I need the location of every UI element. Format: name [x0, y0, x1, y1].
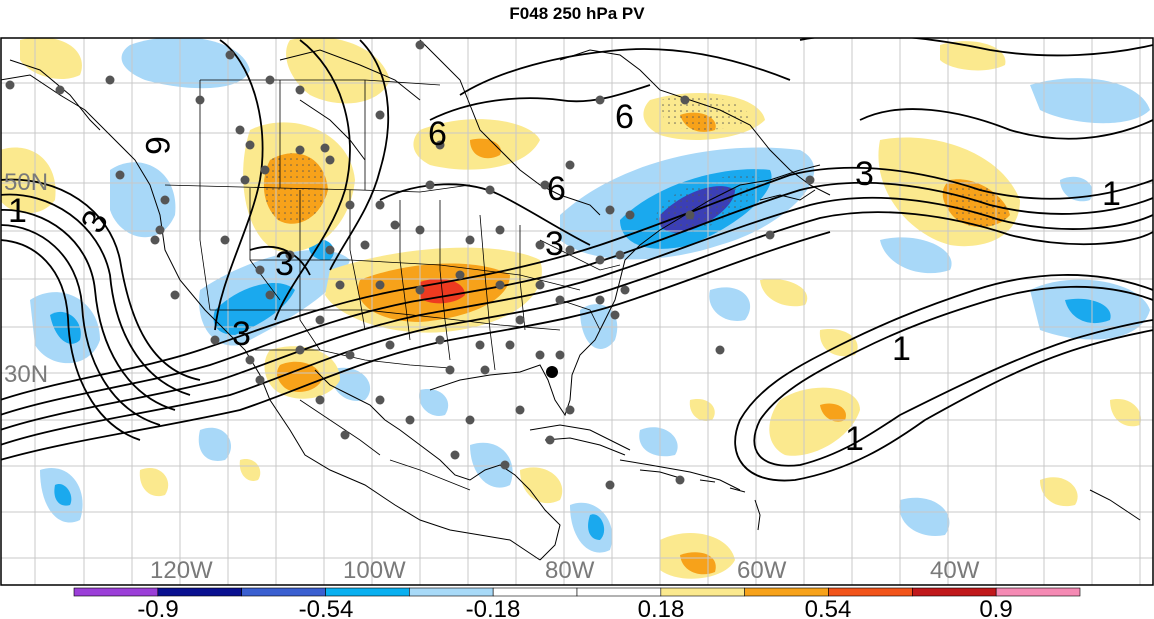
colorbar-labels: -0.9 -0.54 -0.18 0.18 0.54 0.9	[137, 596, 1012, 619]
contour-label: 6	[547, 170, 566, 208]
colorbar-swatch	[660, 587, 745, 597]
contour-label: 1	[8, 192, 27, 230]
lat-lon-grid	[1, 38, 1153, 585]
contour-label: 3	[855, 155, 874, 193]
map-title: F048 250 hPa PV	[509, 4, 645, 23]
lon-label-100w: 100W	[343, 557, 406, 584]
pv-contours	[1, 38, 1153, 482]
contour-label: 3	[74, 204, 116, 239]
lon-label-60w: 60W	[737, 557, 787, 584]
colorbar-swatch	[241, 587, 326, 597]
colorbar-label: 0.9	[979, 596, 1012, 619]
caribbean-islands	[544, 437, 761, 531]
contour-label: 1	[1102, 175, 1121, 213]
highlight-station	[546, 366, 558, 378]
colorbar-swatch	[576, 587, 662, 597]
lon-label-120w: 120W	[150, 557, 213, 584]
colorbar-swatch	[492, 587, 578, 597]
contour-label: 6	[428, 115, 447, 153]
colorbar-swatch	[409, 587, 494, 597]
colorbar-swatch	[73, 587, 159, 597]
colorbar-swatch	[912, 587, 997, 597]
contour-label: 6	[138, 136, 176, 155]
map-frame	[0, 37, 1154, 586]
lat-label-50n: 50N	[4, 169, 48, 196]
lon-label-40w: 40W	[930, 557, 980, 584]
contour-label: 1	[845, 420, 864, 458]
lat-label-30n: 30N	[4, 361, 48, 388]
contour-label: 3	[232, 315, 251, 353]
colorbar-swatch	[744, 587, 829, 597]
colorbar-swatch	[325, 587, 410, 597]
colorbar-label: 0.18	[638, 596, 685, 619]
positive-anomaly-light	[1, 38, 1141, 579]
station-dots	[5, 40, 815, 490]
colorbar-swatch	[157, 587, 242, 597]
coastlines	[1, 39, 1141, 561]
colorbar-label: -0.54	[299, 596, 354, 619]
contour-label: 1	[892, 330, 911, 368]
contour-label: 6	[615, 98, 634, 136]
colorbar-label: -0.9	[137, 596, 178, 619]
colorbar-swatch	[828, 587, 913, 597]
colorbar-swatch	[995, 587, 1081, 597]
state-borders	[164, 79, 621, 491]
negative-anomaly-light	[30, 38, 1150, 553]
colorbar-label: 0.54	[805, 596, 852, 619]
colorbar-label: -0.18	[466, 596, 521, 619]
lon-label-80w: 80W	[545, 557, 595, 584]
colorbar	[73, 587, 1081, 597]
contour-label: 3	[545, 225, 564, 263]
contour-label: 3	[275, 245, 294, 283]
